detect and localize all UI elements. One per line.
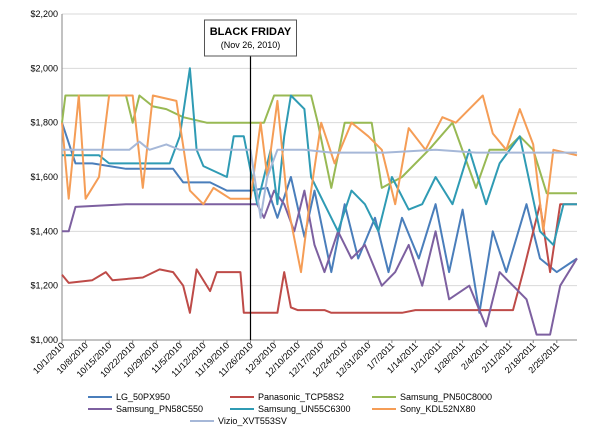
y-axis-tick-labels: $1,000 $1,200 $1,400 $1,600 $1,800 $2,000 $2,2… [30,9,58,345]
legend-label: Samsung_PN58C550 [116,404,203,414]
y-tick-label: $1,600 [30,172,58,182]
legend-label: Panasonic_TCP58S2 [258,392,344,402]
y-tick-label: $1,000 [30,335,58,345]
legend: LG_50PX950 Panasonic_TCP58S2 Samsung_PN50C… [88,392,492,426]
y-tick-label: $2,000 [30,63,58,73]
legend-label: Sony_KDL52NX80 [400,404,476,414]
axes [61,14,577,341]
y-tick-label: $1,400 [30,226,58,236]
black-friday-callout-box [203,19,297,57]
series-line-vizio_xvt553sv [62,140,577,219]
y-tick-label: $1,800 [30,118,58,128]
series-line-panasonic_tcp58s2 [61,203,577,314]
black-friday-annotation: BLACK FRIDAY (Nov 26, 2010) [203,19,297,340]
black-friday-title: BLACK FRIDAY [210,26,292,38]
series-lines [61,67,578,336]
legend-label: Samsung_UN55C6300 [258,404,351,414]
series-line-samsung_un55c6300 [62,67,577,246]
series-line-lg_50px950 [61,122,578,314]
series-line-samsung_pn50c8000 [61,94,577,195]
y-tick-label: $2,200 [30,9,58,19]
legend-label: Samsung_PN50C8000 [400,392,492,402]
legend-label: LG_50PX950 [116,392,170,402]
legend-label: Vizio_XVT553SV [218,416,287,426]
black-friday-date: (Nov 26, 2010) [221,40,281,50]
y-tick-label: $1,200 [30,281,58,291]
series-line-sony_kdl52nx80 [61,94,578,274]
